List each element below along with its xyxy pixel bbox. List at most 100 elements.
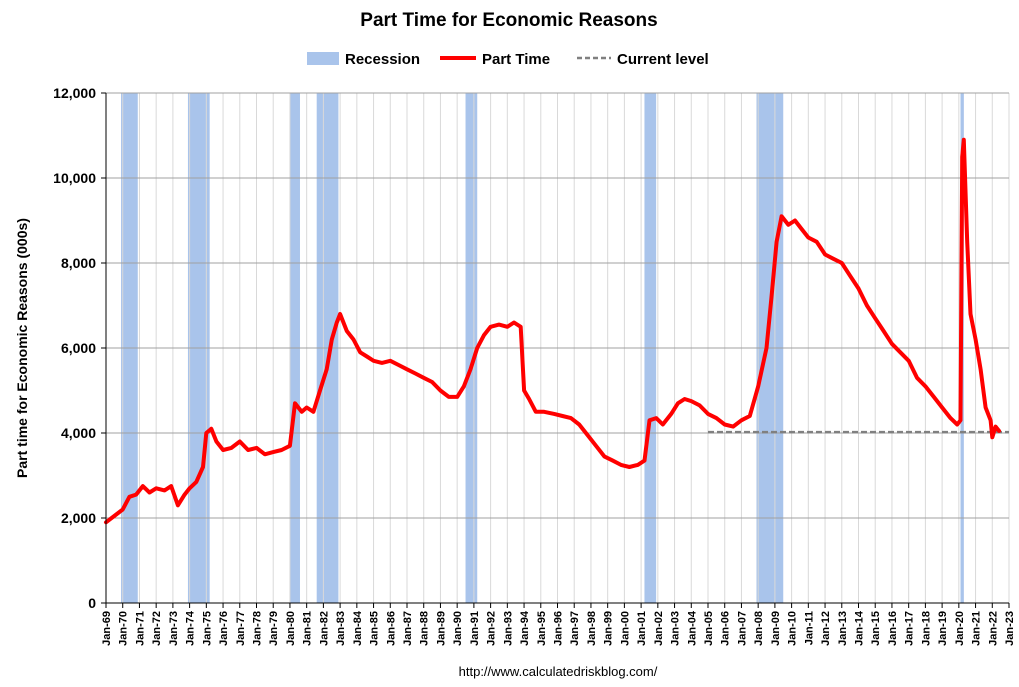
series-point-124 [984,405,988,410]
series-point-111 [915,376,919,380]
series-point-57 [505,325,509,329]
series-point-34 [335,320,339,325]
series-point-35 [338,312,342,316]
x-tick-label-36: Jan-05 [703,611,715,646]
series-point-121 [968,312,973,316]
x-tick-label-30: Jan-99 [603,611,615,646]
series-point-118 [960,155,964,159]
series-point-31 [318,388,322,393]
series-point-44 [405,367,409,371]
axes [105,93,1009,604]
x-tick-label-43: Jan-12 [820,611,832,646]
series-point-82 [689,399,693,403]
series-point-108 [890,342,894,346]
series-point-53 [475,346,479,350]
x-tick-label-0: Jan-69 [101,611,113,646]
series-point-66 [569,416,573,420]
series-point-68 [586,433,590,437]
series-point-6 [147,490,152,495]
series-point-56 [497,323,501,327]
legend-label-current-level: Current level [617,51,709,68]
series-point-103 [848,274,852,278]
x-tick-label-32: Jan-01 [636,611,648,646]
x-axis-ticks: Jan-69 Jan-70 Jan-71 Jan-72 Jan-73 Jan-74 Jan-… [101,603,1016,646]
series-point-62 [534,410,538,414]
x-tick-label-3: Jan-72 [151,611,163,646]
x-tick-label-11: Jan-80 [285,611,297,646]
series-point-78 [661,422,665,427]
series-point-93 [775,240,779,244]
x-tick-label-51: Jan-20 [954,611,966,646]
x-tick-label-15: Jan-84 [352,610,364,646]
legend: Recession Part Time Current level [307,51,709,68]
x-tick-label-6: Jan-75 [201,611,213,646]
legend-swatch-recession [307,52,339,65]
series-point-127 [994,425,998,429]
series-point-117 [958,418,963,422]
series-point-25 [280,448,284,452]
series-point-98 [806,235,810,240]
series-point-51 [462,384,466,388]
series-point-81 [683,397,687,401]
series-point-107 [882,329,886,333]
series-point-74 [636,463,640,467]
series-point-76 [647,418,652,422]
series-point-72 [619,463,623,467]
series-point-77 [654,416,658,420]
x-tick-label-49: Jan-18 [920,611,932,646]
series-point-101 [831,257,836,261]
series-point-116 [955,422,959,427]
series-point-14 [201,465,205,469]
series-point-29 [305,405,309,410]
series-point-105 [865,303,869,308]
series-point-3 [127,495,131,499]
series-point-9 [169,484,173,488]
series-point-70 [602,454,606,458]
series-point-64 [552,412,556,416]
x-tick-label-54: Jan-23 [1004,611,1016,646]
x-tick-label-18: Jan-87 [402,611,414,646]
series-point-48 [438,388,442,393]
series-point-114 [940,405,944,410]
series-point-19 [229,446,233,450]
series-point-46 [422,376,426,380]
series-point-85 [714,416,719,420]
series-point-95 [786,223,790,227]
x-tick-label-41: Jan-10 [787,611,799,646]
series-point-88 [739,418,744,422]
series-point-10 [176,503,180,507]
x-tick-label-37: Jan-06 [720,611,732,646]
series-point-37 [351,337,356,342]
y-tick-label-0: 0 [88,595,96,611]
series-point-113 [932,395,936,399]
x-tick-label-10: Jan-79 [268,611,280,646]
series-point-126 [990,435,994,439]
series-layer [104,137,1001,525]
series-point-40 [372,359,376,363]
y-tick-label-1: 2,000 [61,510,96,526]
series-point-20 [238,439,242,444]
x-tick-label-2: Jan-71 [134,611,146,646]
series-point-61 [527,397,531,401]
series-point-21 [246,448,250,452]
x-tick-label-8: Jan-77 [235,611,247,646]
series-point-87 [731,425,735,429]
series-point-50 [455,395,459,399]
series-point-38 [358,350,362,354]
series-point-69 [594,444,598,448]
series-point-63 [542,410,546,414]
series-point-24 [271,450,275,454]
x-tick-label-40: Jan-09 [770,611,782,646]
x-tick-label-44: Jan-13 [837,611,849,646]
series-point-11 [183,493,187,497]
series-point-54 [482,333,486,337]
series-point-128 [997,429,1001,433]
x-tick-label-4: Jan-73 [168,611,180,646]
series-point-110 [907,359,911,363]
x-tick-label-50: Jan-19 [937,611,949,646]
series-point-79 [669,412,673,416]
y-tick-label-5: 10,000 [53,170,96,186]
series-point-42 [388,359,392,363]
